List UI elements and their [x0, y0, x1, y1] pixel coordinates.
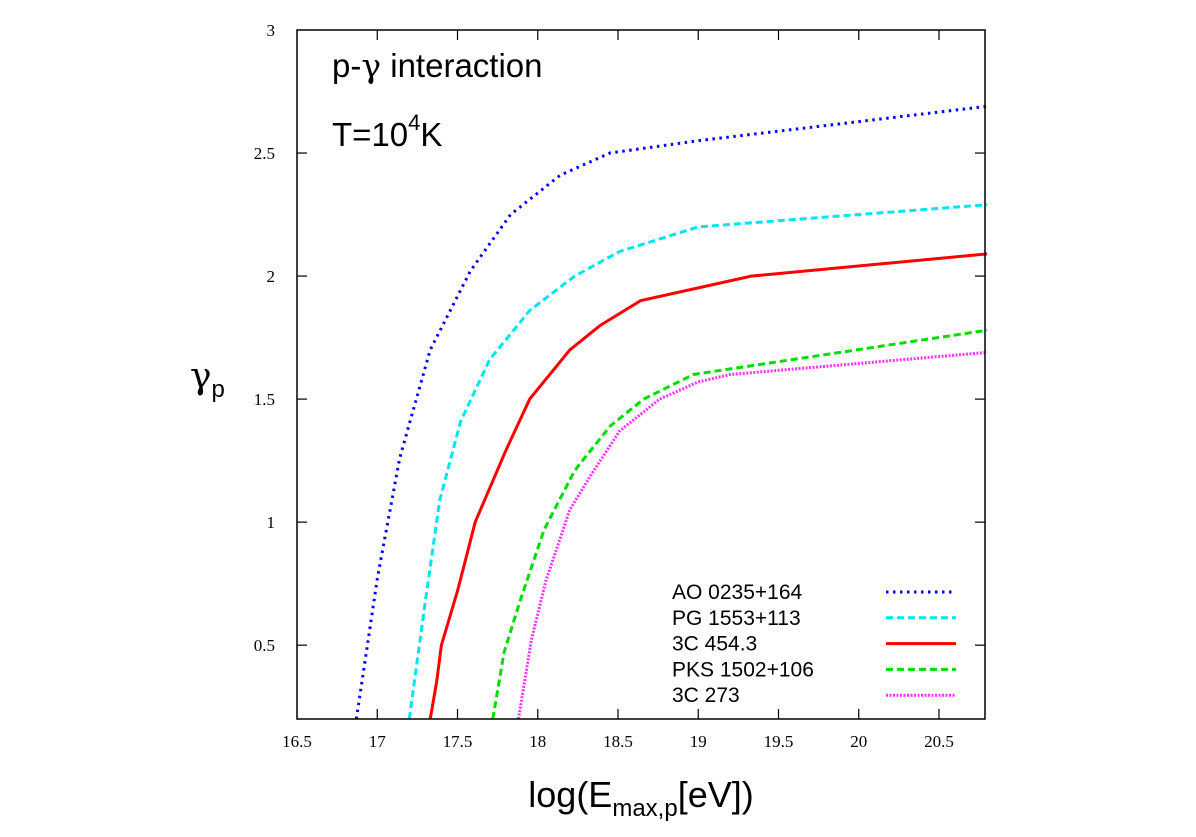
legend-label-pg-1553-113: PG 1553+113 [672, 607, 801, 630]
y-tick-label: 0.5 [254, 636, 275, 655]
x-tick-label: 16.5 [282, 732, 312, 751]
y-tick-label: 2.5 [254, 144, 275, 163]
x-tick-label: 19 [690, 732, 707, 751]
y-tick-label: 3 [267, 21, 276, 40]
series-line-3c-273 [517, 350, 988, 720]
axis-ticks: 16.5 17 17.5 18 18.5 19 19.5 20 20.5 0.5 1 1.5 2 2.5 3 [254, 21, 985, 751]
x-tick-label: 20.5 [924, 732, 954, 751]
series-line-3c-454-3 [428, 252, 988, 720]
legend-label-3c-454-3: 3C 454.3 [672, 633, 757, 656]
legend-label-ao-0235-164: AO 0235+164 [672, 581, 803, 604]
series-lines [354, 104, 988, 720]
series-line-pks-1502-106 [491, 328, 988, 720]
x-tick-label: 20 [850, 732, 867, 751]
y-tick-label: 1.5 [254, 390, 275, 409]
x-axis-label: log(Emax,p[eV]) [528, 774, 753, 822]
plot-frame [296, 29, 986, 720]
x-tick-label: 19.5 [764, 732, 794, 751]
x-tick-label: 17.5 [443, 732, 473, 751]
x-tick-label: 18 [529, 732, 546, 751]
annotation-temperature: T=104K [332, 110, 442, 153]
x-tick-label: 18.5 [603, 732, 633, 751]
series-line-pg-1553-113 [407, 203, 988, 720]
annotation-interaction: p-γ interaction [332, 46, 543, 85]
legend-label-3c-273: 3C 273 [672, 684, 740, 707]
y-tick-label: 1 [267, 513, 276, 532]
x-tick-label: 17 [369, 732, 387, 751]
y-tick-label: 2 [267, 267, 276, 286]
series-line-ao-0235-164 [354, 104, 988, 720]
legend-label-pks-1502-106: PKS 1502+106 [672, 658, 814, 681]
y-axis-label: γp [190, 356, 225, 403]
